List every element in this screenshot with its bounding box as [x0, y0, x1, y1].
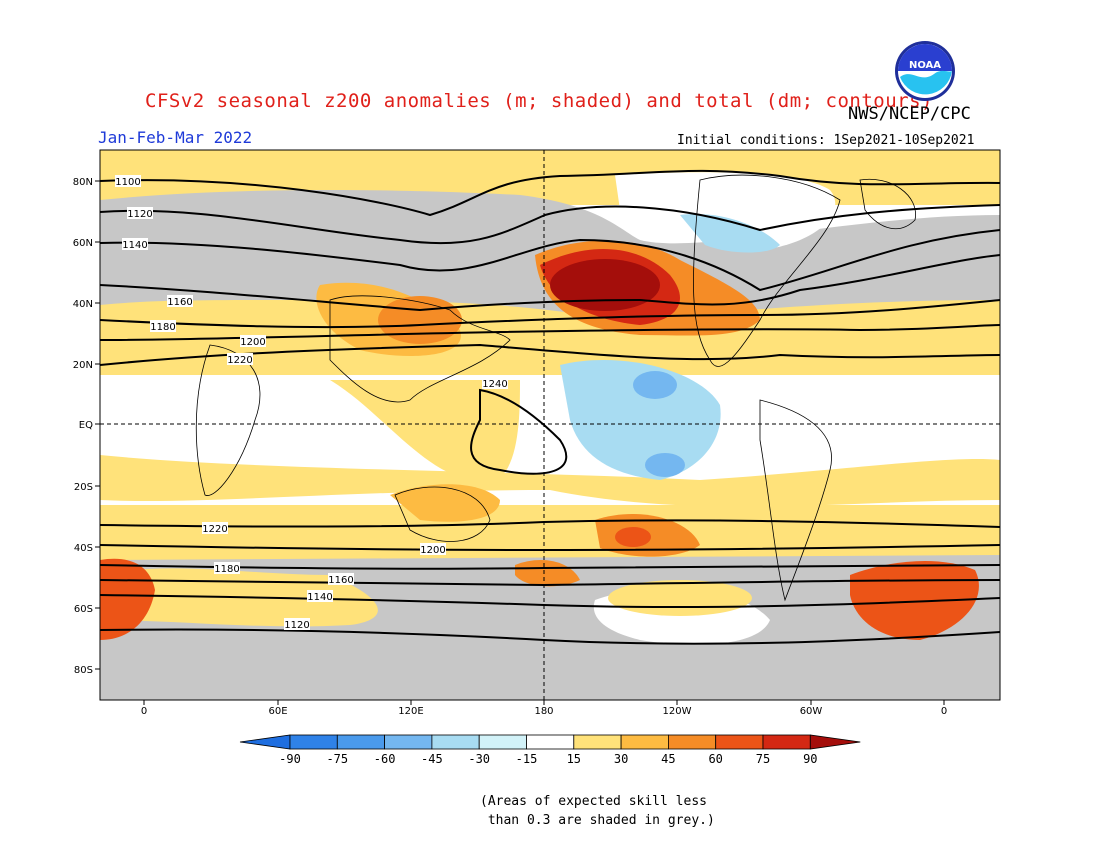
noaa-logo-icon: NOAA: [895, 41, 955, 101]
colorbar-segment: [573, 734, 622, 750]
anomaly-shading: [100, 150, 1000, 700]
colorbar-segment: [336, 734, 385, 750]
contour-1140-south: [100, 594, 1000, 609]
contour-1120-south: [100, 628, 1000, 645]
colorbar-label: 15: [566, 752, 582, 766]
contour-1220-south: [100, 519, 1000, 528]
contour-label: 1200: [420, 545, 445, 556]
svg-text:NOAA: NOAA: [909, 60, 941, 71]
initial-conditions-label: Initial conditions: 1Sep2021-10Sep2021: [677, 133, 975, 148]
contour-label: 1240: [482, 379, 507, 390]
contour-1120: [100, 204, 1000, 245]
colorbar-label: -15: [515, 752, 538, 766]
colorbar-segment: [478, 734, 527, 750]
colorbar-segment: [289, 734, 338, 750]
colorbar-label: -30: [468, 752, 491, 766]
lon-label: 60W: [800, 706, 823, 717]
contour-label: 1140: [307, 592, 332, 603]
contour-label: 1220: [202, 524, 227, 535]
latitude-axis: 80N 60N 40N 20N EQ 20S 40S 60S 80S: [73, 177, 100, 676]
contour-label: 1160: [328, 575, 353, 586]
colorbar: [239, 734, 861, 750]
season-label: Jan-Feb-Mar 2022: [98, 128, 253, 147]
colorbar-segment: [526, 734, 575, 750]
colorbar-label: 45: [661, 752, 676, 766]
contour-label: 1220: [227, 355, 252, 366]
contour-1160: [100, 254, 1000, 312]
contour-1100: [100, 169, 1000, 217]
contour-1180: [100, 299, 1000, 329]
skill-note-line-2: than 0.3 are shaded in grey.): [480, 813, 715, 828]
colorbar-segment: [668, 734, 717, 750]
contour-1240: [470, 388, 568, 475]
contour-1140: [100, 229, 1000, 292]
contour-1160-south: [100, 579, 1000, 587]
contour-labels: 1100 1120 1140 1160 1180 1200 1220 1240 1220 1200…: [115, 175, 508, 631]
lon-label: 0: [941, 706, 947, 717]
skill-note-line-1: (Areas of expected skill less: [480, 794, 707, 809]
lat-label: 80S: [74, 665, 93, 676]
contour-label: 1180: [150, 322, 175, 333]
lat-label: 60S: [74, 604, 93, 615]
colorbar-label: 75: [755, 752, 771, 766]
contour-label: 1100: [115, 177, 140, 188]
lon-label: 0: [141, 706, 147, 717]
colorbar-label: -90: [279, 752, 301, 766]
contour-label: 1200: [240, 337, 265, 348]
colorbar-segment: [715, 734, 764, 750]
contour-label: 1120: [127, 209, 152, 220]
lon-label: 180: [534, 706, 553, 717]
lat-label: 20S: [74, 482, 93, 493]
colorbar-label: 60: [708, 752, 723, 766]
lon-label: 120W: [663, 706, 692, 717]
lon-label: 120E: [398, 706, 423, 717]
colorbar-label: -75: [326, 752, 349, 766]
contour-1180-south: [100, 564, 1000, 570]
map-title: CFSv2 seasonal z200 anomalies (m; shaded…: [145, 90, 933, 112]
lat-label: 80N: [73, 177, 93, 188]
agency-label: NWS/NCEP/CPC: [848, 104, 971, 124]
colorbar-label: 90: [803, 752, 818, 766]
lat-label: 40S: [74, 543, 93, 554]
colorbar-segment: [384, 734, 433, 750]
colorbar-segment: [762, 734, 811, 750]
skill-note: (Areas of expected skill less than 0.3 a…: [480, 792, 715, 830]
contour-label: 1160: [167, 297, 192, 308]
lon-label: 60E: [268, 706, 287, 717]
colorbar-segment: [620, 734, 669, 750]
longitude-axis: 0 60E 120E 180 120W 60W 0: [141, 700, 947, 717]
colorbar-label: -45: [421, 752, 443, 766]
contour-1200-south: [100, 544, 1000, 552]
colorbar-arrow-left: [239, 734, 291, 750]
map-frame: [99, 149, 1001, 701]
lat-label: 40N: [73, 299, 93, 310]
colorbar-label: 30: [613, 752, 629, 766]
contour-label: 1180: [214, 564, 239, 575]
lat-label: 20N: [73, 360, 93, 371]
colorbar-segment: [431, 734, 480, 750]
lat-label: EQ: [79, 420, 93, 431]
colorbar-label: -60: [373, 752, 396, 766]
colorbar-arrow-right: [809, 734, 861, 750]
contour-label: 1140: [122, 240, 147, 251]
contour-label: 1120: [284, 620, 309, 631]
lat-label: 60N: [73, 238, 93, 249]
